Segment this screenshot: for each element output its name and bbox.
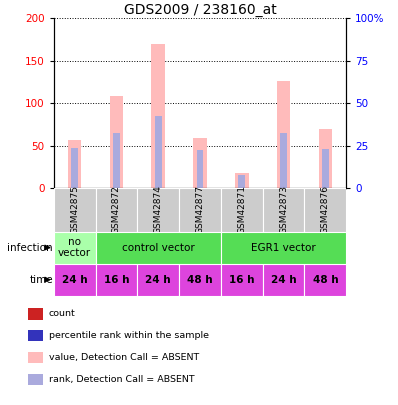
Text: GSM42876: GSM42876: [321, 185, 330, 234]
Bar: [137, 264, 179, 296]
Text: GSM42873: GSM42873: [279, 185, 288, 234]
Text: GSM42871: GSM42871: [237, 185, 246, 234]
Bar: [71, 148, 78, 188]
Bar: [155, 116, 162, 188]
Bar: [304, 264, 346, 296]
Bar: [151, 44, 165, 188]
Bar: [96, 264, 137, 296]
Bar: [179, 188, 221, 232]
Bar: [113, 133, 120, 188]
Bar: [137, 188, 179, 232]
Text: no
vector: no vector: [58, 237, 91, 258]
Bar: [54, 264, 96, 296]
Text: GSM42877: GSM42877: [195, 185, 205, 234]
Text: 48 h: 48 h: [312, 275, 338, 285]
Bar: [197, 150, 203, 188]
Text: 24 h: 24 h: [62, 275, 88, 285]
Bar: [263, 264, 304, 296]
Text: 24 h: 24 h: [145, 275, 171, 285]
Bar: [96, 188, 137, 232]
Text: GSM42875: GSM42875: [70, 185, 79, 234]
Bar: [280, 133, 287, 188]
Text: percentile rank within the sample: percentile rank within the sample: [49, 331, 209, 340]
Text: 48 h: 48 h: [187, 275, 213, 285]
Text: GSM42872: GSM42872: [112, 185, 121, 234]
Bar: [277, 81, 291, 188]
Bar: [263, 188, 304, 232]
Bar: [235, 173, 249, 188]
Bar: [68, 140, 82, 188]
Text: infection: infection: [7, 243, 53, 253]
Text: rank, Detection Call = ABSENT: rank, Detection Call = ABSENT: [49, 375, 195, 384]
Text: 16 h: 16 h: [229, 275, 255, 285]
Text: 24 h: 24 h: [271, 275, 297, 285]
Text: time: time: [29, 275, 53, 285]
Bar: [322, 149, 329, 188]
Bar: [54, 232, 96, 264]
Bar: [221, 232, 346, 264]
Bar: [221, 264, 263, 296]
Title: GDS2009 / 238160_at: GDS2009 / 238160_at: [124, 3, 276, 17]
Bar: [96, 232, 221, 264]
Text: count: count: [49, 309, 76, 318]
Bar: [54, 188, 96, 232]
Bar: [304, 188, 346, 232]
Text: 16 h: 16 h: [103, 275, 129, 285]
Bar: [179, 264, 221, 296]
Text: value, Detection Call = ABSENT: value, Detection Call = ABSENT: [49, 353, 199, 362]
Bar: [193, 138, 207, 188]
Bar: [238, 175, 245, 188]
Bar: [109, 96, 123, 188]
Bar: [221, 188, 263, 232]
Text: GSM42874: GSM42874: [154, 185, 163, 234]
Text: EGR1 vector: EGR1 vector: [251, 243, 316, 253]
Text: control vector: control vector: [122, 243, 195, 253]
Bar: [318, 129, 332, 188]
